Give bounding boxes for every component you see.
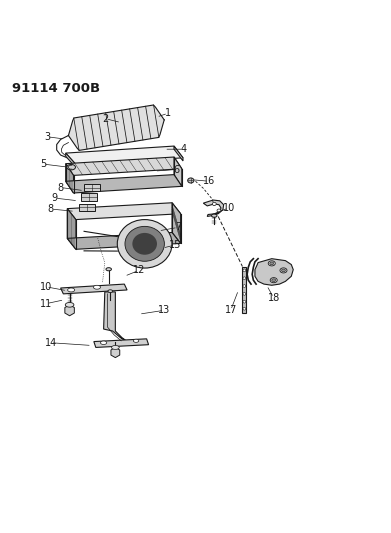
Polygon shape — [66, 146, 183, 165]
Text: 4: 4 — [181, 144, 187, 154]
Text: 12: 12 — [133, 265, 145, 276]
Text: 6: 6 — [173, 165, 179, 174]
Polygon shape — [67, 203, 181, 220]
Ellipse shape — [243, 277, 246, 280]
Ellipse shape — [243, 285, 246, 287]
Text: 7: 7 — [175, 222, 181, 232]
Ellipse shape — [93, 285, 100, 289]
Ellipse shape — [65, 302, 74, 307]
Text: 11: 11 — [40, 298, 52, 309]
Polygon shape — [66, 175, 182, 193]
Ellipse shape — [108, 290, 113, 293]
Ellipse shape — [243, 300, 246, 303]
Polygon shape — [67, 208, 76, 249]
Ellipse shape — [67, 165, 75, 170]
Polygon shape — [68, 105, 164, 150]
Text: 91114 700B: 91114 700B — [12, 82, 100, 95]
Text: 8: 8 — [57, 182, 64, 192]
Polygon shape — [66, 157, 182, 175]
Text: 9: 9 — [52, 193, 58, 203]
Ellipse shape — [268, 261, 275, 266]
Ellipse shape — [132, 233, 157, 255]
Ellipse shape — [125, 227, 164, 261]
Polygon shape — [242, 266, 246, 313]
Ellipse shape — [270, 278, 277, 282]
Ellipse shape — [282, 269, 285, 272]
Text: 10: 10 — [222, 203, 235, 213]
Text: 1: 1 — [165, 108, 171, 118]
Polygon shape — [174, 146, 183, 161]
Text: 10: 10 — [40, 282, 52, 292]
Ellipse shape — [188, 178, 194, 183]
Polygon shape — [67, 232, 181, 249]
Ellipse shape — [100, 341, 107, 344]
Polygon shape — [203, 200, 224, 216]
Polygon shape — [66, 164, 74, 193]
Polygon shape — [172, 203, 181, 244]
Ellipse shape — [106, 268, 111, 271]
Ellipse shape — [117, 220, 172, 268]
Ellipse shape — [68, 288, 75, 292]
Text: 8: 8 — [48, 204, 54, 214]
Polygon shape — [61, 284, 127, 294]
Text: 15: 15 — [169, 240, 181, 250]
Ellipse shape — [272, 279, 276, 281]
Polygon shape — [66, 153, 76, 168]
Polygon shape — [174, 157, 182, 187]
Text: 18: 18 — [267, 293, 280, 303]
Ellipse shape — [270, 262, 274, 265]
Bar — [81, 193, 97, 201]
Ellipse shape — [217, 209, 221, 212]
Text: 5: 5 — [40, 159, 46, 169]
Text: 2: 2 — [102, 114, 109, 124]
Text: 13: 13 — [158, 305, 170, 316]
Polygon shape — [255, 259, 293, 285]
Ellipse shape — [212, 214, 217, 217]
Ellipse shape — [280, 268, 287, 273]
Text: 14: 14 — [45, 338, 57, 348]
Bar — [79, 204, 95, 212]
Text: 17: 17 — [224, 305, 237, 316]
Bar — [84, 183, 100, 191]
Polygon shape — [104, 292, 129, 343]
Ellipse shape — [243, 269, 246, 272]
Ellipse shape — [243, 293, 246, 295]
Ellipse shape — [243, 308, 246, 310]
Ellipse shape — [133, 339, 139, 342]
Polygon shape — [94, 339, 149, 348]
Ellipse shape — [212, 203, 216, 206]
Text: 16: 16 — [203, 176, 215, 186]
Ellipse shape — [111, 345, 119, 350]
Text: 3: 3 — [44, 132, 50, 142]
